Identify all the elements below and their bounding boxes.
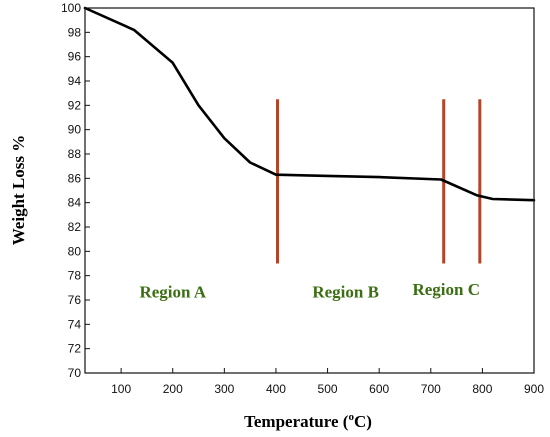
x-axis-title-main: Temperature ( — [244, 412, 349, 431]
y-tick-label: 82 — [68, 220, 82, 234]
y-tick-label: 92 — [68, 98, 82, 112]
region-label: Region A — [139, 283, 206, 302]
x-axis-title-rest: C) — [354, 412, 372, 431]
y-tick-label: 78 — [68, 269, 82, 283]
region-labels: Region A Region B Region C — [139, 280, 480, 301]
region-label: Region B — [312, 283, 379, 302]
y-tick-label: 74 — [68, 317, 82, 331]
y-tick-label: 96 — [68, 50, 82, 64]
x-tick-label: 300 — [214, 382, 234, 396]
x-tick-label: 200 — [163, 382, 183, 396]
x-tick-label: 600 — [369, 382, 389, 396]
x-axis-title: Temperature (oC) — [244, 411, 372, 431]
y-tick-label: 100 — [61, 1, 81, 15]
x-axis-title-degree: o — [348, 411, 354, 423]
x-tick-label: 400 — [266, 382, 286, 396]
region-label: Region C — [412, 280, 480, 299]
x-tick-label: 900 — [524, 382, 544, 396]
region-boundary-markers — [276, 99, 482, 264]
y-tick-label: 98 — [68, 25, 82, 39]
y-tick-label: 84 — [68, 196, 82, 210]
x-tick-label: 800 — [472, 382, 492, 396]
x-tick-label: 700 — [421, 382, 441, 396]
x-tick-label: 500 — [318, 382, 338, 396]
y-tick-label: 80 — [68, 244, 82, 258]
y-tick-label: 76 — [68, 293, 82, 307]
y-tick-label: 86 — [68, 171, 82, 185]
tick-layer: 70 72 74 76 78 80 82 84 86 88 90 92 94 96 98 100 100 200 3… — [61, 1, 544, 396]
y-tick-label: 72 — [68, 342, 82, 356]
y-tick-label: 88 — [68, 147, 82, 161]
plot-frame — [84, 7, 535, 374]
y-tick-label: 70 — [68, 366, 82, 380]
y-axis-title: Weight Loss % — [9, 135, 28, 246]
y-tick-label: 90 — [68, 123, 82, 137]
x-tick-label: 100 — [111, 382, 131, 396]
series-line — [83, 6, 536, 202]
y-tick-label: 94 — [68, 74, 82, 88]
